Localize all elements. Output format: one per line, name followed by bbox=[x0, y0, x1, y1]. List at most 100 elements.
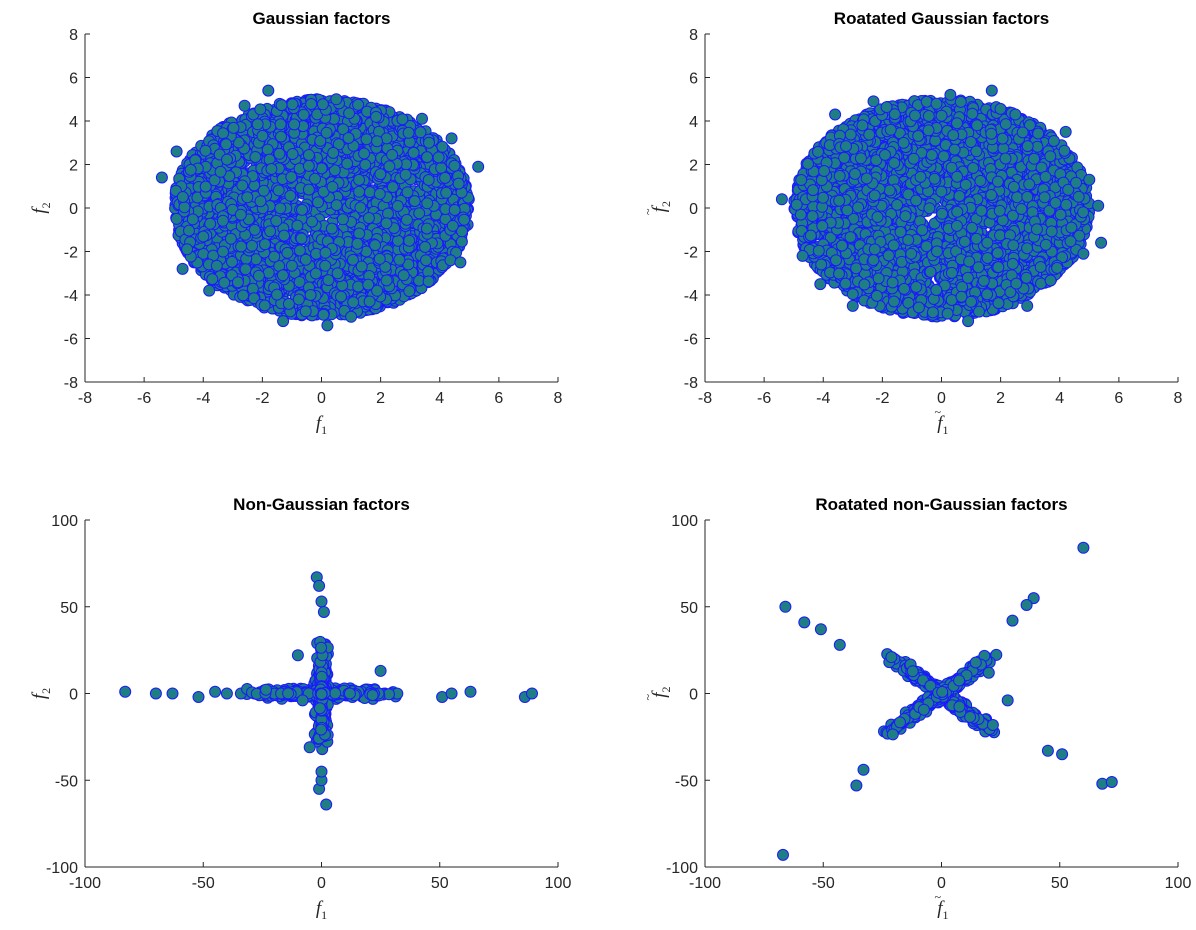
scatter-point bbox=[355, 260, 368, 273]
scatter-point bbox=[374, 168, 387, 181]
scatter-point bbox=[330, 199, 343, 212]
scatter-point bbox=[239, 263, 252, 276]
scatter-point bbox=[256, 129, 269, 142]
x-tick-label: -2 bbox=[255, 390, 269, 407]
scatter-point bbox=[435, 161, 448, 174]
x-tick-label: 8 bbox=[554, 390, 563, 407]
scatter-point bbox=[331, 267, 344, 280]
x-tick-label: 0 bbox=[317, 390, 326, 407]
scatter-point bbox=[454, 256, 467, 269]
scatter-point bbox=[407, 146, 420, 159]
scatter-point bbox=[274, 202, 287, 215]
y-tick-label: -6 bbox=[64, 332, 78, 349]
scatter-point bbox=[271, 288, 283, 301]
scatter-point bbox=[236, 179, 249, 192]
scatter-point bbox=[341, 157, 354, 170]
scatter-point bbox=[393, 253, 406, 266]
scatter-point bbox=[319, 246, 332, 259]
scatter-point bbox=[275, 130, 287, 143]
scatter-point bbox=[197, 230, 210, 243]
scatter-point bbox=[403, 234, 416, 247]
scatter-point bbox=[302, 183, 315, 196]
scatter-point bbox=[286, 98, 299, 111]
scatter-point bbox=[295, 232, 308, 245]
scatter-point bbox=[400, 213, 413, 226]
scatter-point bbox=[416, 112, 428, 125]
scatter-point bbox=[304, 289, 317, 301]
scatter-point bbox=[281, 246, 294, 259]
scatter-point bbox=[278, 229, 291, 242]
scatter-points bbox=[775, 84, 1108, 328]
scatter-point bbox=[452, 177, 465, 190]
scatter-point bbox=[386, 181, 399, 194]
scatter-point bbox=[445, 132, 458, 145]
x-tick-label: -8 bbox=[78, 390, 92, 407]
scatter-point bbox=[258, 299, 271, 312]
scatter-point bbox=[259, 238, 271, 251]
scatter-point bbox=[421, 197, 434, 210]
scatter-point bbox=[155, 171, 168, 184]
x-axis-label-sub: 1 bbox=[321, 423, 327, 437]
scatter-point bbox=[248, 223, 261, 236]
scatter-point bbox=[268, 250, 281, 263]
scatter-point bbox=[241, 191, 254, 204]
scatter-point bbox=[176, 191, 189, 203]
scatter-point bbox=[170, 145, 183, 158]
scatter-point bbox=[220, 138, 233, 151]
y-tick-label: 6 bbox=[69, 71, 78, 88]
scatter-point bbox=[373, 252, 386, 265]
scatter-point bbox=[352, 98, 365, 111]
scatter-point bbox=[296, 203, 308, 216]
x-tick-label: -6 bbox=[137, 390, 151, 407]
scatter-point bbox=[309, 172, 321, 185]
scatter-point bbox=[186, 213, 199, 226]
x-axis-label: f1 bbox=[316, 413, 327, 437]
scatter-point bbox=[362, 278, 375, 291]
scatter-point bbox=[277, 315, 290, 328]
scatter-point bbox=[317, 308, 330, 321]
scatter-point bbox=[327, 146, 340, 159]
scatter-point bbox=[325, 222, 338, 235]
scatter-point bbox=[299, 305, 312, 318]
scatter-point bbox=[343, 107, 356, 120]
scatter-point bbox=[363, 295, 376, 308]
scatter-point bbox=[362, 212, 375, 224]
scatter-point bbox=[386, 148, 399, 161]
scatter-point bbox=[218, 276, 231, 289]
scatter-point bbox=[285, 171, 298, 183]
scatter-point bbox=[170, 212, 183, 225]
panel-title: Gaussian factors bbox=[253, 9, 391, 28]
scatter-point bbox=[440, 186, 453, 199]
scatter-point bbox=[199, 144, 212, 157]
x-tick-label: 6 bbox=[494, 390, 503, 407]
scatter-point bbox=[319, 259, 332, 272]
y-axis-label: f2 bbox=[29, 202, 53, 213]
scatter-point bbox=[326, 180, 339, 193]
scatter-point bbox=[371, 135, 383, 148]
scatter-point bbox=[353, 173, 366, 186]
scatter-point bbox=[380, 274, 393, 287]
scatter-point bbox=[297, 108, 310, 121]
scatter-point bbox=[353, 227, 366, 240]
y-tick-label: 0 bbox=[69, 201, 78, 218]
scatter-point bbox=[246, 239, 258, 252]
x-tick-label: 4 bbox=[435, 390, 444, 407]
scatter-point bbox=[420, 254, 432, 267]
scatter-point bbox=[439, 171, 452, 184]
scatter-point bbox=[448, 159, 461, 172]
y-tick-label: 2 bbox=[69, 158, 78, 175]
x-tick-label: -4 bbox=[196, 390, 210, 407]
scatter-point bbox=[238, 99, 251, 112]
scatter-point bbox=[402, 126, 415, 139]
scatter-point bbox=[204, 217, 217, 230]
scatter-point bbox=[306, 215, 318, 228]
scatter-point bbox=[472, 160, 485, 173]
scatter-point bbox=[458, 213, 471, 226]
scatter-point bbox=[221, 153, 233, 166]
scatter-point bbox=[396, 113, 409, 126]
scatter-point bbox=[351, 237, 364, 250]
scatter-point bbox=[352, 280, 365, 293]
scatter-point bbox=[286, 148, 299, 160]
scatter-point bbox=[436, 140, 449, 153]
